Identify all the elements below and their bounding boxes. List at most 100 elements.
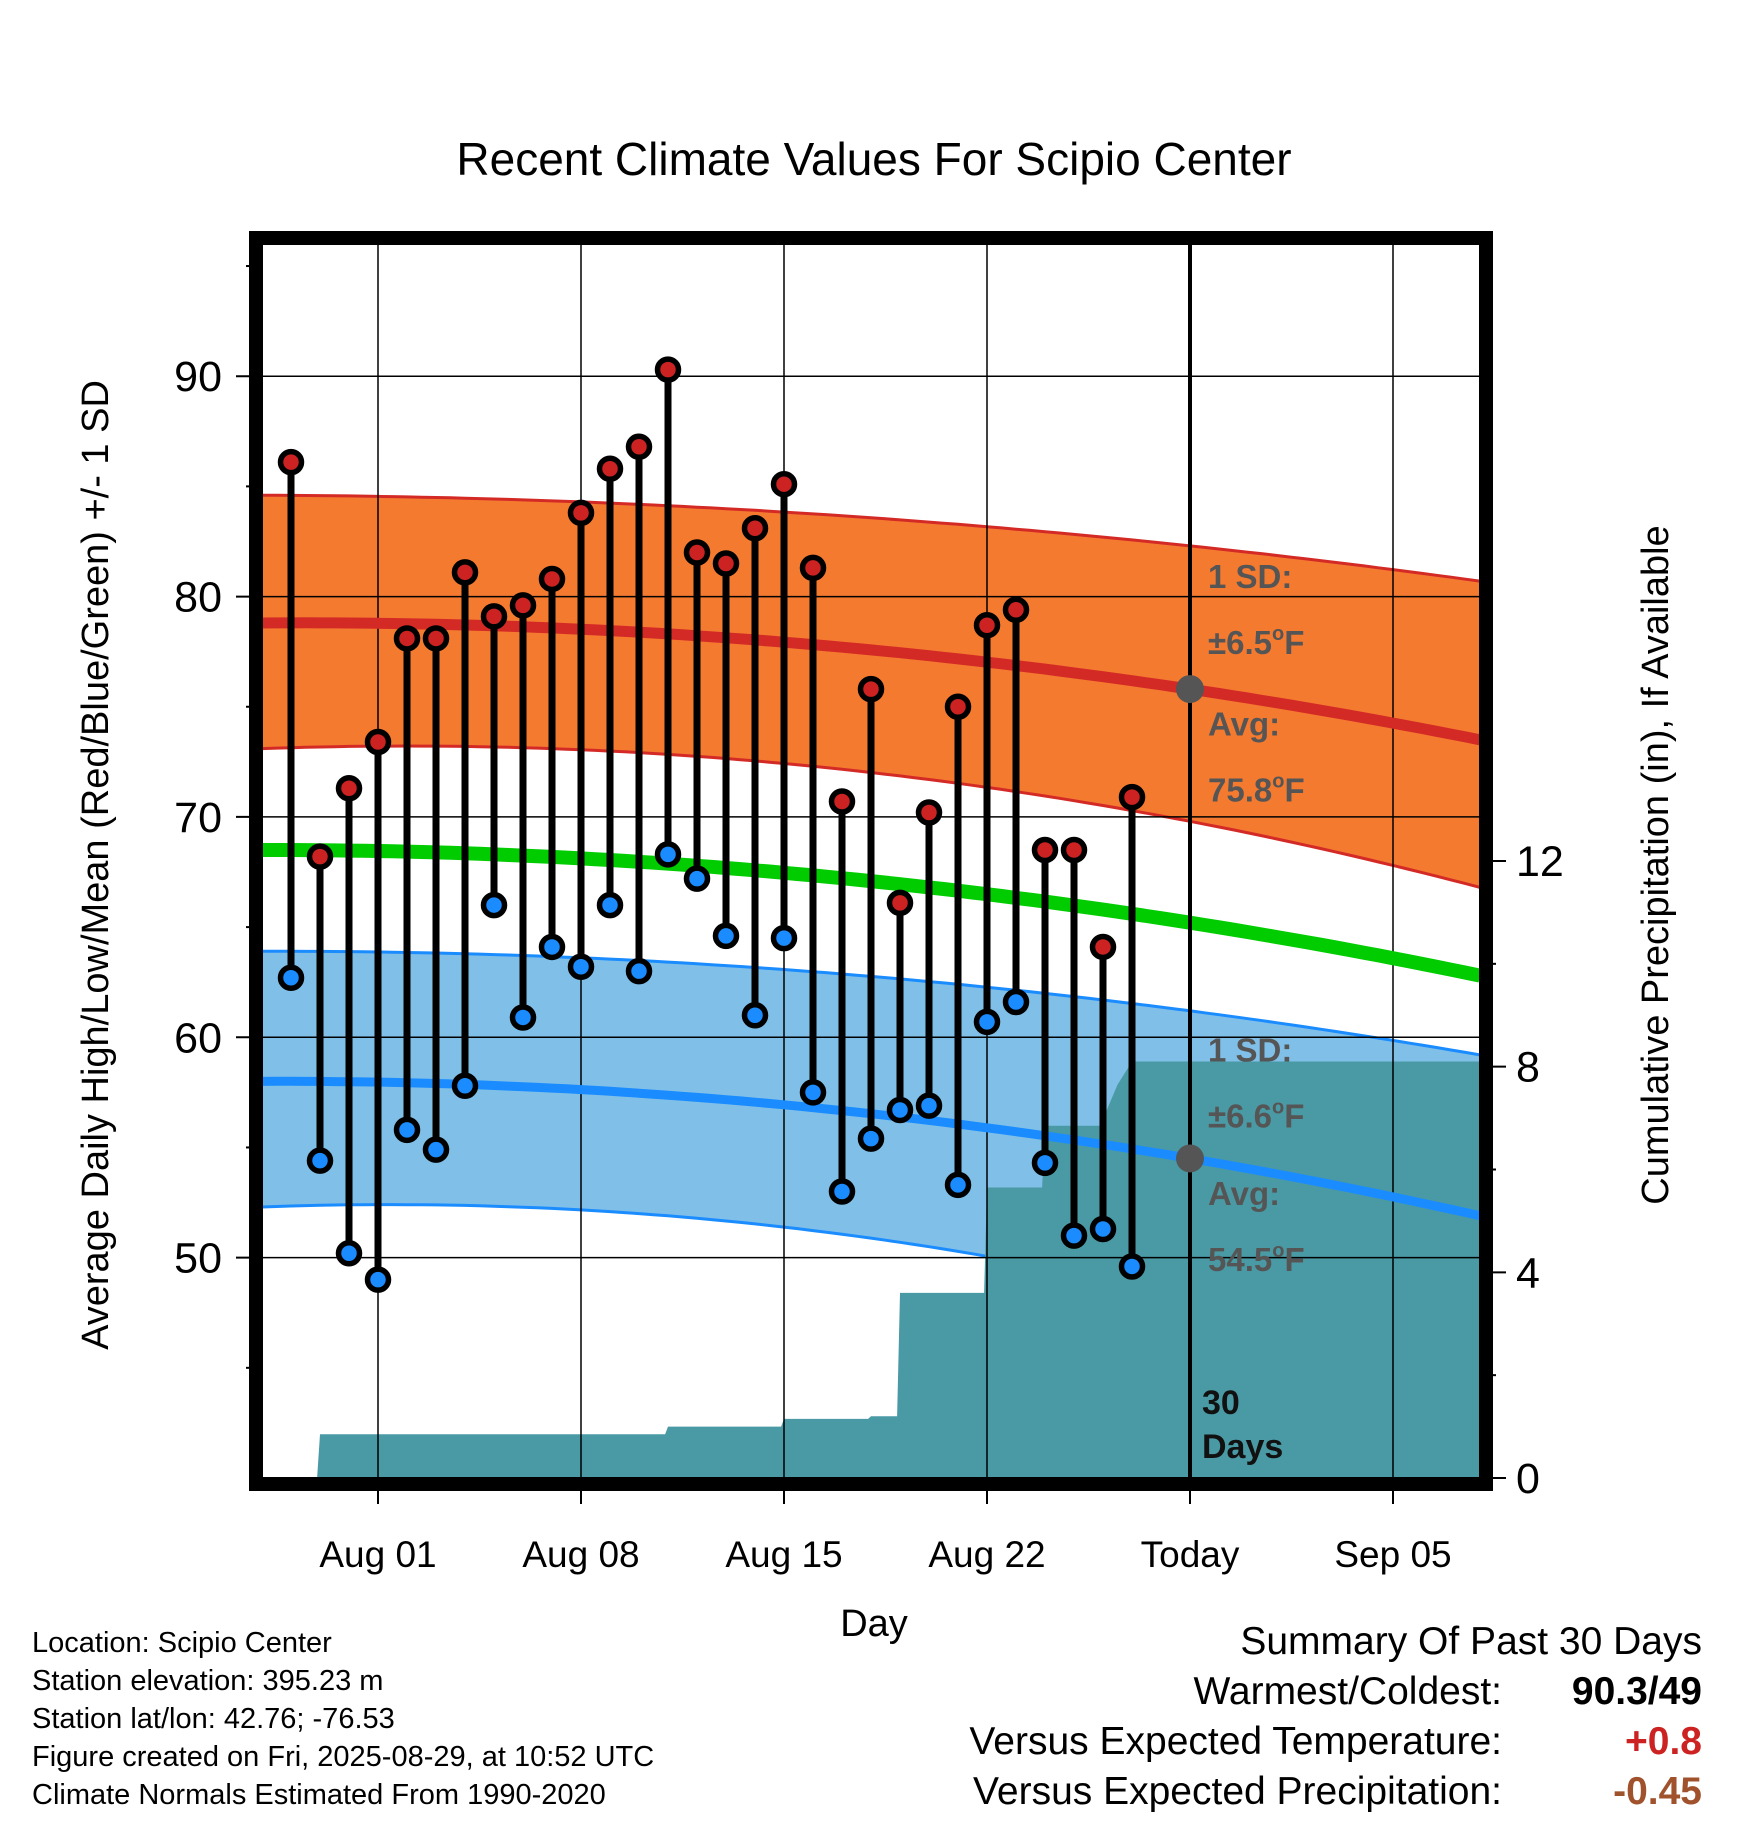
low-point	[451, 1072, 479, 1100]
low-point	[654, 841, 682, 868]
low-point	[741, 1002, 769, 1029]
high-point	[683, 539, 711, 566]
x-tick-label: Aug 22	[928, 1534, 1045, 1575]
high-point	[567, 499, 595, 527]
low-avg-value: 54.5oF	[1208, 1240, 1305, 1278]
low-sd-label: 1 SD:	[1208, 1032, 1292, 1069]
low-point	[944, 1171, 972, 1199]
low-point	[277, 964, 305, 992]
y2-tick-label: 8	[1516, 1044, 1540, 1092]
low-point	[1060, 1222, 1088, 1249]
today-window-label: 30	[1202, 1384, 1240, 1422]
low-point	[1089, 1215, 1117, 1243]
high-point	[886, 889, 914, 917]
summary-precip: Versus Expected Precipitation: -0.45	[973, 1770, 1702, 1814]
axes: 50 60 70 80 90 0 4 8 12 Aug 01 Aug 08 Aug 15 Aug 22 T…	[174, 231, 1564, 1575]
y-tick-label: 60	[174, 1014, 222, 1062]
low-sd-value: ±6.6oF	[1208, 1097, 1304, 1135]
y-tick-label: 90	[174, 353, 222, 401]
today-low-avg-marker	[1176, 1144, 1204, 1173]
y-tick-label: 70	[174, 794, 222, 842]
y2-tick-label: 4	[1516, 1249, 1540, 1297]
low-point	[567, 953, 595, 981]
summary-panel: Summary Of Past 30 Days Warmest/Coldest:…	[942, 1620, 1702, 1820]
x-tick-label: Aug 08	[522, 1534, 639, 1575]
daily-observations	[277, 356, 1146, 1293]
low-point	[886, 1096, 914, 1124]
high-point	[654, 356, 682, 383]
low-point	[596, 891, 624, 919]
low-point	[1031, 1149, 1059, 1177]
high-point	[335, 775, 363, 802]
low-point	[857, 1125, 885, 1152]
high-point	[770, 470, 798, 498]
summary-title: Summary Of Past 30 Days	[1240, 1620, 1702, 1663]
high-point	[596, 455, 624, 483]
low-point	[393, 1116, 421, 1144]
summary-warmest: Warmest/Coldest: 90.3/49	[1194, 1670, 1702, 1714]
low-point	[828, 1178, 856, 1205]
high-point	[422, 625, 450, 652]
low-point	[306, 1147, 334, 1174]
x-tick-label: Aug 15	[725, 1534, 842, 1575]
temp-value: +0.8	[1625, 1720, 1702, 1763]
high-point	[1031, 836, 1059, 864]
high-point	[1118, 783, 1146, 811]
high-point	[741, 515, 769, 542]
y-tick-label: 50	[174, 1235, 222, 1283]
high-point	[480, 603, 508, 630]
x-tick-label: Today	[1141, 1534, 1240, 1575]
low-avg-label: Avg:	[1208, 1175, 1280, 1212]
low-point	[1002, 988, 1030, 1016]
x-tick-label: Sep 05	[1334, 1534, 1451, 1575]
high-point	[915, 799, 943, 826]
high-point	[828, 788, 856, 815]
y2-tick-label: 12	[1516, 838, 1564, 886]
y-tick-label: 80	[174, 574, 222, 622]
normals-text: Climate Normals Estimated From 1990-2020	[32, 1779, 606, 1811]
high-sd-label: 1 SD:	[1208, 558, 1292, 595]
high-point	[393, 625, 421, 652]
high-point	[277, 448, 305, 476]
warmest-value: 90.3/49	[1571, 1670, 1702, 1713]
x-tick-label: Aug 01	[319, 1534, 436, 1575]
high-point	[625, 433, 653, 460]
high-point	[712, 550, 740, 577]
high-point	[1060, 836, 1088, 864]
high-avg-label: Avg:	[1208, 705, 1280, 742]
summary-temp: Versus Expected Temperature: +0.8	[969, 1720, 1702, 1764]
chart-title: Recent Climate Values For Scipio Center	[456, 133, 1291, 185]
station-info: Location: Scipio Center Station elevatio…	[32, 1624, 654, 1814]
high-point	[509, 592, 537, 619]
low-point	[335, 1239, 363, 1267]
today-window-label: Days	[1202, 1428, 1283, 1466]
x-axis-label: Day	[840, 1603, 908, 1645]
precip-value: -0.45	[1613, 1770, 1702, 1813]
annotations: 1 SD: ±6.5oF Avg: 75.8oF 1 SD: ±6.6oF Avg: 54.5…	[1176, 558, 1305, 1466]
low-point	[480, 891, 508, 919]
high-point	[306, 843, 334, 870]
low-point	[799, 1079, 827, 1106]
elevation-text: Station elevation: 395.23 m	[32, 1665, 384, 1697]
high-point	[799, 554, 827, 582]
high-point	[1089, 933, 1117, 961]
high-point	[538, 565, 566, 593]
low-point	[1118, 1253, 1146, 1280]
temp-label: Versus Expected Temperature:	[969, 1720, 1502, 1763]
low-point	[538, 933, 566, 961]
low-point	[712, 922, 740, 950]
today-high-avg-marker	[1176, 675, 1204, 704]
location-text: Location: Scipio Center	[32, 1627, 332, 1659]
y-axis-label: Average Daily High/Low/Mean (Red/Blue/Gr…	[75, 380, 117, 1350]
high-point	[857, 675, 885, 703]
high-sd-upper-edge	[262, 493, 1480, 583]
low-point	[364, 1266, 392, 1293]
low-point	[683, 865, 711, 892]
low-point	[509, 1004, 537, 1031]
y2-axis-label: Cumulative Precipitation (in), If Availa…	[1635, 525, 1677, 1204]
high-point	[944, 693, 972, 720]
y2-tick-label: 0	[1516, 1455, 1540, 1503]
high-avg-value: 75.8oF	[1208, 771, 1305, 809]
low-point	[770, 924, 798, 952]
